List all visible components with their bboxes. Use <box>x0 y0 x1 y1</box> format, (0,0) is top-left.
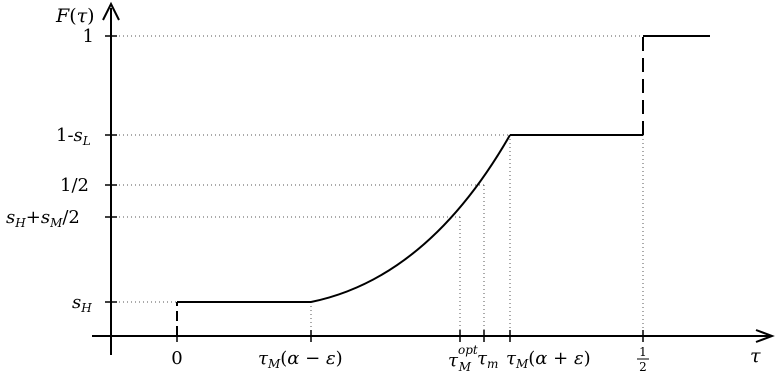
x-label-half: 1 2 <box>637 345 649 374</box>
x-axis-label: τ <box>750 345 761 367</box>
y-label-sh: sH <box>72 292 92 315</box>
y-axis-arrow <box>102 1 120 21</box>
y-label-one-minus-sl: 1-sL <box>56 125 91 148</box>
y-label-half: 1/2 <box>60 175 89 196</box>
svg-text:1: 1 <box>639 345 647 359</box>
svg-text:2: 2 <box>639 360 647 374</box>
y-label-one: 1 <box>83 26 94 47</box>
x-label-tau-m: τm <box>477 348 498 371</box>
x-label-tau-opt: τopt M <box>448 343 478 374</box>
y-axis-label: F(τ) <box>55 5 95 27</box>
x-axis-arrow <box>755 329 775 343</box>
y-label-sh-sm2: sH+sM/2 <box>6 207 80 230</box>
x-label-tau-plus: τM(α + ε) <box>506 348 591 371</box>
x-label-tau-minus: τM(α − ε) <box>258 348 343 371</box>
cdf-rising-curve <box>310 134 511 303</box>
x-label-zero: 0 <box>171 348 182 369</box>
